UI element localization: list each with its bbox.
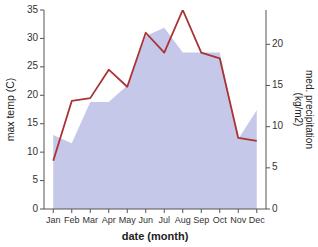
y-tick-label: 30 (27, 32, 39, 43)
y2-tick-label: 15 (272, 79, 284, 90)
y2-tick (266, 209, 270, 210)
y-axis-line (44, 10, 45, 209)
x-tick-label: Nov (230, 215, 247, 225)
y2-axis-line (266, 10, 267, 209)
y-tick-label: 35 (27, 4, 39, 15)
x-tick-label: Feb (64, 215, 80, 225)
y2-tick (266, 44, 270, 45)
y-tick-label: 15 (27, 117, 39, 128)
x-tick (164, 209, 165, 213)
x-tick-label: Sep (193, 215, 209, 225)
plot-area (53, 10, 257, 209)
y-tick (40, 95, 44, 96)
y-tick (40, 38, 44, 39)
precipitation-area (53, 28, 257, 209)
x-tick-label: Dec (249, 215, 266, 225)
y-tick-label: 10 (27, 146, 39, 157)
x-tick (108, 209, 109, 213)
y2-tick-label: 20 (272, 38, 284, 49)
x-tick (182, 209, 183, 213)
x-tick (53, 209, 54, 213)
x-tick-label: Jun (138, 215, 153, 225)
x-tick (256, 209, 257, 213)
x-tick (127, 209, 128, 213)
y2-tick (266, 85, 270, 86)
y-axis-label: max temp (C) (4, 78, 16, 142)
y-tick-label: 20 (27, 89, 39, 100)
y2-tick (266, 126, 270, 127)
y-tick (40, 10, 44, 11)
x-axis-line (44, 209, 266, 210)
x-tick-label: May (119, 215, 137, 225)
x-axis-label: date (month) (122, 230, 189, 242)
x-tick-label: Jan (46, 215, 61, 225)
y-tick (40, 123, 44, 124)
y2-tick-label: 0 (272, 203, 278, 214)
y-tick-label: 5 (32, 174, 38, 185)
x-tick (238, 209, 239, 213)
chart-container: 0 5 10 15 20 25 30 35 0 5 10 15 20 JanFebMarAprMayJun… (0, 0, 318, 247)
y-tick-label: 25 (27, 60, 39, 71)
x-tick-label: Apr (102, 215, 116, 225)
x-tick-label: Aug (175, 215, 191, 225)
y2-tick (266, 167, 270, 168)
y2-tick-label: 5 (272, 161, 278, 172)
x-tick-label: Oct (213, 215, 228, 225)
y-tick (40, 209, 44, 210)
x-tick-label: Jul (158, 215, 170, 225)
x-tick (201, 209, 202, 213)
x-tick-label: Mar (83, 215, 99, 225)
y2-tick-label: 10 (272, 120, 284, 131)
y2-axis-label: med. precipitation(kg/m2) (293, 70, 316, 149)
y-tick-label: 0 (32, 203, 38, 214)
x-tick (71, 209, 72, 213)
chart: 0 5 10 15 20 25 30 35 0 5 10 15 20 JanFebMarAprMayJun… (0, 0, 318, 247)
x-tick (145, 209, 146, 213)
y-tick (40, 152, 44, 153)
y-tick (40, 66, 44, 67)
x-tick (219, 209, 220, 213)
temperature-line (53, 10, 257, 161)
y-tick (40, 180, 44, 181)
x-tick (90, 209, 91, 213)
